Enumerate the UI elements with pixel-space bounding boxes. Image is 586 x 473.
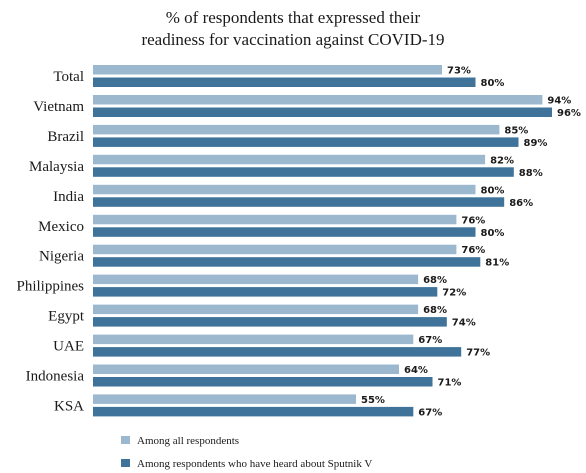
category-label-philippines: Philippines: [16, 279, 84, 295]
data-label-vietnam-series-2: 96%: [557, 108, 581, 119]
data-label-philippines-series-2: 72%: [442, 288, 466, 299]
category-label-ksa: KSA: [54, 398, 84, 414]
bar-ksa-series-1: [93, 394, 356, 404]
data-label-brazil-series-1: 85%: [504, 125, 528, 136]
category-label-indonesia: Indonesia: [26, 369, 85, 385]
bar-india-series-2: [93, 197, 505, 207]
bar-brazil-series-1: [93, 124, 500, 135]
category-label-egypt: Egypt: [48, 309, 85, 325]
data-label-egypt-series-2: 74%: [452, 318, 476, 329]
data-label-malaysia-series-1: 82%: [490, 155, 514, 166]
data-label-total-series-2: 80%: [481, 78, 505, 89]
data-label-total-series-1: 73%: [447, 66, 471, 77]
data-label-india-series-1: 80%: [481, 185, 505, 196]
legend-swatch-all-respondents: [121, 436, 130, 444]
chart-title-line-1: % of respondents that expressed their: [166, 8, 421, 27]
bar-egypt-series-2: [93, 317, 447, 327]
legend: Among all respondents Among respondents …: [121, 435, 372, 470]
bar-uae-series-1: [93, 334, 414, 345]
data-label-egypt-series-1: 68%: [423, 305, 447, 316]
data-label-indonesia-series-2: 71%: [438, 378, 462, 389]
data-label-mexico-series-1: 76%: [461, 215, 485, 226]
bar-mexico-series-1: [93, 214, 457, 225]
data-label-mexico-series-2: 80%: [481, 228, 505, 239]
bar-egypt-series-1: [93, 304, 419, 315]
bar-malaysia-series-1: [93, 154, 486, 165]
category-label-india: India: [53, 189, 84, 205]
data-label-india-series-2: 86%: [509, 198, 533, 209]
category-label-brazil: Brazil: [47, 129, 84, 145]
legend-swatch-heard-sputnik: [121, 459, 130, 467]
category-label-total: Total: [53, 69, 84, 85]
bar-mexico-series-2: [93, 227, 476, 237]
bar-vietnam-series-1: [93, 95, 543, 105]
bar-nigeria-series-1: [93, 244, 457, 255]
plot-area: Total 73% 80% Vietnam 94%96% Brazil 85% 89% Mala…: [16, 65, 581, 418]
bar-philippines-series-1: [93, 274, 419, 285]
data-label-uae-series-1: 67%: [418, 335, 442, 346]
bar-india-series-1: [93, 184, 476, 195]
data-label-indonesia-series-1: 64%: [404, 365, 428, 376]
category-label-malaysia: Malaysia: [29, 159, 84, 175]
bar-uae-series-2: [93, 347, 462, 357]
bar-malaysia-series-2: [93, 167, 514, 177]
data-label-vietnam-series-1: 94%: [547, 96, 571, 107]
data-label-ksa-series-2: 67%: [418, 407, 442, 418]
bar-nigeria-series-2: [93, 257, 481, 267]
bar-total-series-1: [93, 65, 442, 75]
data-label-nigeria-series-2: 81%: [485, 258, 509, 269]
bar-brazil-series-2: [93, 137, 519, 147]
bar-indonesia-series-1: [93, 364, 399, 374]
category-label-uae: UAE: [53, 339, 84, 355]
legend-label-all-respondents: Among all respondents: [137, 435, 239, 447]
data-label-malaysia-series-2: 88%: [519, 168, 543, 179]
category-label-nigeria: Nigeria: [39, 249, 84, 265]
bar-indonesia-series-2: [93, 377, 433, 387]
data-label-uae-series-2: 77%: [466, 348, 490, 359]
bar-vietnam-series-2: [93, 107, 552, 117]
data-label-philippines-series-1: 68%: [423, 275, 447, 286]
bar-total-series-2: [93, 77, 476, 87]
bar-philippines-series-2: [93, 287, 438, 297]
chart-title-line-2: readiness for vaccination against COVID-…: [141, 30, 444, 49]
bar-ksa-series-2: [93, 406, 414, 417]
data-label-ksa-series-1: 55%: [361, 395, 385, 406]
data-label-nigeria-series-1: 76%: [461, 245, 485, 256]
category-label-mexico: Mexico: [38, 219, 84, 235]
legend-label-heard-sputnik: Among respondents who have heard about S…: [137, 458, 372, 470]
category-label-vietnam: Vietnam: [33, 99, 84, 115]
data-label-brazil-series-2: 89%: [524, 138, 548, 149]
